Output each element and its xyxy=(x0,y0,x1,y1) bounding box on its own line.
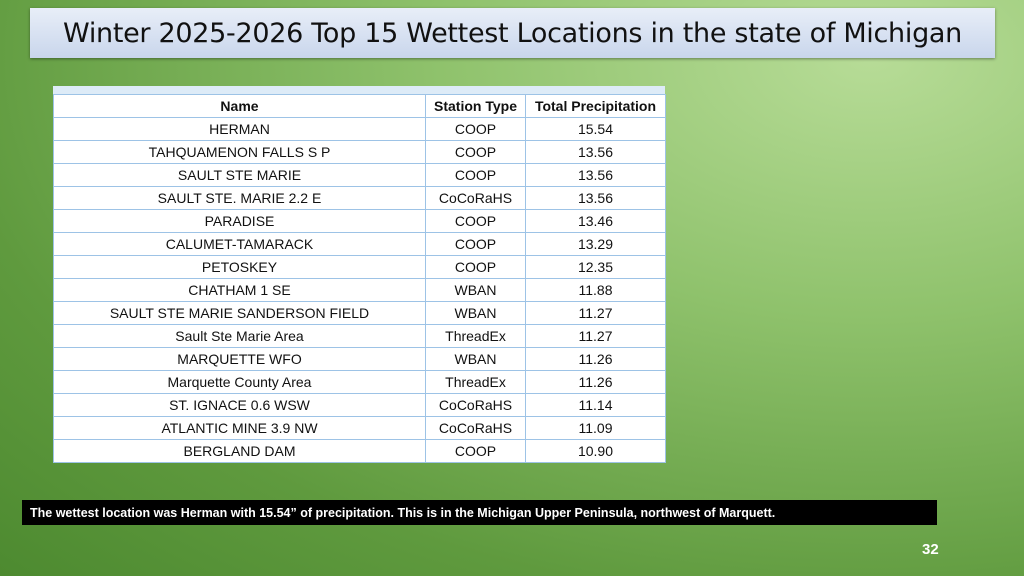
table-cell: COOP xyxy=(425,117,526,141)
table-row: CHATHAM 1 SE WBAN 11.88 xyxy=(53,278,666,302)
table: Name Station Type Total Precipitation HERM… xyxy=(53,94,666,463)
table-row: BERGLAND DAM COOP 10.90 xyxy=(53,439,666,463)
table-row: CALUMET-TAMARACK COOP 13.29 xyxy=(53,232,666,256)
header-row: Name Station Type Total Precipitation xyxy=(53,94,666,118)
table-cell: 13.56 xyxy=(525,163,666,187)
table-row: SAULT STE MARIE COOP 13.56 xyxy=(53,163,666,187)
table-cell: PETOSKEY xyxy=(53,255,426,279)
table-cell: 13.46 xyxy=(525,209,666,233)
table-cell: 11.26 xyxy=(525,370,666,394)
table-cell: ThreadEx xyxy=(425,370,526,394)
table-cell: 11.26 xyxy=(525,347,666,371)
table-cell: CoCoRaHS xyxy=(425,186,526,210)
table-cell: COOP xyxy=(425,209,526,233)
table-cell: BERGLAND DAM xyxy=(53,439,426,463)
table-row: Marquette County Area ThreadEx 11.26 xyxy=(53,370,666,394)
table-cell: CoCoRaHS xyxy=(425,416,526,440)
table-cell: 13.56 xyxy=(525,186,666,210)
table-row: SAULT STE. MARIE 2.2 E CoCoRaHS 13.56 xyxy=(53,186,666,210)
table-cell: CHATHAM 1 SE xyxy=(53,278,426,302)
table-cell: CALUMET-TAMARACK xyxy=(53,232,426,256)
title-box: Winter 2025-2026 Top 15 Wettest Location… xyxy=(30,8,995,58)
table-row: ST. IGNACE 0.6 WSW CoCoRaHS 11.14 xyxy=(53,393,666,417)
table-row: Sault Ste Marie Area ThreadEx 11.27 xyxy=(53,324,666,348)
table-cell: SAULT STE. MARIE 2.2 E xyxy=(53,186,426,210)
table-cell: SAULT STE MARIE SANDERSON FIELD xyxy=(53,301,426,325)
table-row: TAHQUAMENON FALLS S P COOP 13.56 xyxy=(53,140,666,164)
table-cell: COOP xyxy=(425,232,526,256)
table-cell: 11.14 xyxy=(525,393,666,417)
table-cell: Marquette County Area xyxy=(53,370,426,394)
table-cell: TAHQUAMENON FALLS S P xyxy=(53,140,426,164)
table-cell: HERMAN xyxy=(53,117,426,141)
column-header: Total Precipitation xyxy=(525,94,666,118)
table-cell: COOP xyxy=(425,163,526,187)
table-cell: CoCoRaHS xyxy=(425,393,526,417)
table-row: PETOSKEY COOP 12.35 xyxy=(53,255,666,279)
page-number: 32 xyxy=(922,541,939,558)
caption: The wettest location was Herman with 15.… xyxy=(22,500,937,525)
table-cell: WBAN xyxy=(425,278,526,302)
title: Winter 2025-2026 Top 15 Wettest Location… xyxy=(63,17,962,49)
table-cell: 11.88 xyxy=(525,278,666,302)
table-cell: 11.27 xyxy=(525,324,666,348)
column-header: Station Type xyxy=(425,94,526,118)
table-cell: 12.35 xyxy=(525,255,666,279)
table-row: SAULT STE MARIE SANDERSON FIELD WBAN 11.27 xyxy=(53,301,666,325)
table-cell: 11.09 xyxy=(525,416,666,440)
table-cell: COOP xyxy=(425,255,526,279)
table-cell: COOP xyxy=(425,140,526,164)
table-row: ATLANTIC MINE 3.9 NW CoCoRaHS 11.09 xyxy=(53,416,666,440)
table-cell: SAULT STE MARIE xyxy=(53,163,426,187)
table-container: Name Station Type Total Precipitation HERM… xyxy=(53,86,666,463)
table-cell: WBAN xyxy=(425,301,526,325)
table-cell: COOP xyxy=(425,439,526,463)
table-row: MARQUETTE WFO WBAN 11.26 xyxy=(53,347,666,371)
table-cell: 10.90 xyxy=(525,439,666,463)
table-cell: WBAN xyxy=(425,347,526,371)
table-cell: 11.27 xyxy=(525,301,666,325)
table-cell: ST. IGNACE 0.6 WSW xyxy=(53,393,426,417)
column-header: Name xyxy=(53,94,426,118)
table-cell: ATLANTIC MINE 3.9 NW xyxy=(53,416,426,440)
table-cell: PARADISE xyxy=(53,209,426,233)
table-cell: Sault Ste Marie Area xyxy=(53,324,426,348)
table-row: HERMAN COOP 15.54 xyxy=(53,117,666,141)
table-cell: 15.54 xyxy=(525,117,666,141)
table-cell: 13.29 xyxy=(525,232,666,256)
table-cell: 13.56 xyxy=(525,140,666,164)
table-body: HERMAN COOP 15.54 TAHQUAMENON FALLS S P COOP… xyxy=(53,117,666,463)
table-cell: ThreadEx xyxy=(425,324,526,348)
table-row: PARADISE COOP 13.46 xyxy=(53,209,666,233)
table-cell: MARQUETTE WFO xyxy=(53,347,426,371)
